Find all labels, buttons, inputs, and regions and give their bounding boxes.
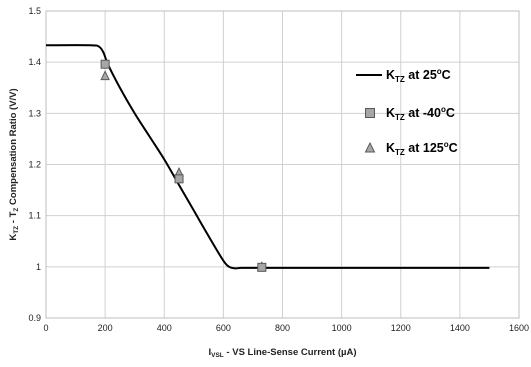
y-tick-label: 1	[36, 262, 41, 272]
legend-marker-125c	[364, 141, 376, 153]
x-tick-label: 1200	[391, 323, 411, 333]
x-tick-label: 1000	[332, 323, 352, 333]
x-tick-label: 600	[216, 323, 231, 333]
marker-125c	[100, 70, 110, 81]
y-axis-label-k: K	[8, 234, 19, 241]
y-tick-label: 1.3	[28, 108, 41, 118]
x-tick-label: 1600	[509, 323, 529, 333]
y-tick-label: 1.5	[28, 6, 41, 16]
legend: KTZ at 25oC KTZ at -40oC KTZ at 125oC	[356, 67, 458, 157]
series-layer	[45, 44, 490, 272]
legend-marker-minus40c	[365, 108, 375, 118]
x-tick-label: 1400	[450, 323, 470, 333]
x-axis-label: IVSL - VS Line-Sense Current (µA)	[209, 347, 357, 359]
x-axis-label-rest: - VS Line-Sense Current (µA)	[224, 347, 357, 358]
legend-label: KTZ at 125oC	[386, 140, 458, 157]
y-tick-label: 1.2	[28, 160, 41, 170]
x-tick-label: 800	[275, 323, 290, 333]
legend-label: KTZ at 25oC	[386, 67, 451, 84]
tick-labels: 0 200 400 600 800 1000 1200 1400 1600 0.9 1 1.1 1.2 1…	[28, 6, 529, 333]
legend-label: KTZ at -40oC	[386, 105, 455, 122]
y-tick-label: 1.4	[28, 57, 41, 67]
marker-minus40c	[257, 262, 267, 272]
y-axis-label-mid: - T	[8, 211, 19, 225]
y-axis-label-ksub: TZ	[13, 226, 20, 234]
grid	[45, 10, 520, 319]
x-axis-label-main: I	[209, 347, 212, 358]
plot-frame	[45, 10, 520, 319]
x-tick-label: 400	[157, 323, 172, 333]
y-axis-label-rest: Compensation Ratio (V/V)	[8, 88, 19, 207]
y-axis-label-tsub: Z	[13, 208, 20, 212]
x-tick-label: 200	[98, 323, 113, 333]
x-axis-label-sub: VSL	[211, 352, 224, 359]
y-tick-label: 0.9	[28, 313, 41, 323]
y-axis-label: KTZ - TZ Compensation Ratio (V/V)	[8, 88, 20, 240]
marker-minus40c	[174, 174, 184, 184]
x-tick-label: 0	[43, 323, 48, 333]
y-tick-label: 1.1	[28, 211, 41, 221]
marker-minus40c	[100, 59, 110, 69]
